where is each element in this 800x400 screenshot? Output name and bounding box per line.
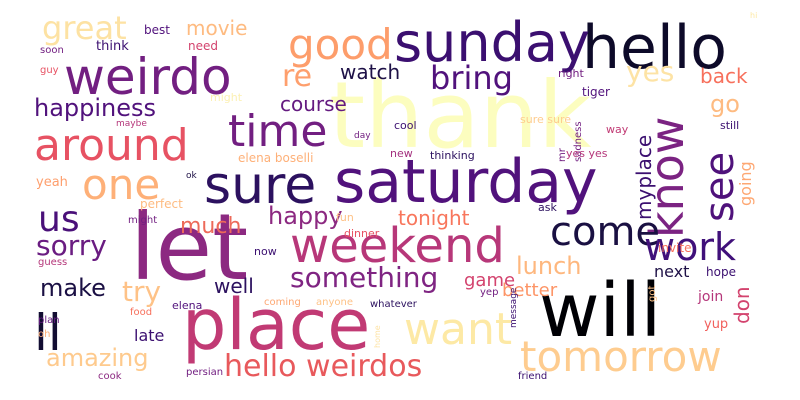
word-try: try xyxy=(122,275,162,308)
word-cool: cool xyxy=(394,119,417,132)
word-oh: oh xyxy=(38,329,51,340)
word-hi: hi xyxy=(750,11,758,20)
word-make: make xyxy=(40,274,106,302)
word-perfect: perfect xyxy=(140,197,183,211)
word-much: much xyxy=(180,214,242,239)
word-food: food xyxy=(130,307,153,318)
word-cook: cook xyxy=(98,371,122,382)
word-sure-sure: sure sure xyxy=(520,113,571,126)
word-going: going xyxy=(736,161,755,206)
word-something: something xyxy=(290,261,439,294)
word-guy: guy xyxy=(40,65,59,76)
word-hello: hello xyxy=(582,13,727,83)
word-yes: yes xyxy=(626,55,675,88)
word-guess: guess xyxy=(38,257,68,268)
word-tomorrow: tomorrow xyxy=(520,332,722,381)
word-tiger: tiger xyxy=(582,85,610,99)
word-cloud-canvas: thank let will place saturday hello sund… xyxy=(34,6,766,389)
word-saturday: saturday xyxy=(334,147,598,217)
word-elena-boselli: elena boselli xyxy=(238,151,314,165)
word-yes-yes: yes yes xyxy=(566,147,608,160)
word-thinking: thinking xyxy=(430,149,475,162)
word-well: well xyxy=(214,274,254,298)
word-now: now xyxy=(254,245,277,258)
word-coming: coming xyxy=(264,297,301,308)
word-happy: happy xyxy=(268,202,343,230)
word-place: place xyxy=(182,284,371,366)
word-bring: bring xyxy=(430,59,513,97)
word-ok: ok xyxy=(186,171,197,181)
word-yeah: yeah xyxy=(36,175,68,190)
word-us: us xyxy=(38,199,80,240)
word-might-2: might xyxy=(128,215,158,226)
word-soon: soon xyxy=(40,45,64,56)
word-next: next xyxy=(654,262,690,281)
word-don: don xyxy=(730,286,754,324)
word-message: message xyxy=(509,287,519,328)
word-whatever: whatever xyxy=(370,299,417,310)
word-yup: yup xyxy=(704,317,729,332)
word-myplace: myplace xyxy=(632,134,656,220)
word-better: better xyxy=(502,280,558,301)
word-anyone: anyone xyxy=(316,297,353,308)
word-tonight: tonight xyxy=(398,206,470,230)
word-hope: hope xyxy=(706,265,736,279)
word-around: around xyxy=(34,120,189,171)
word-home: home xyxy=(373,325,382,348)
word-day: day xyxy=(354,131,371,141)
word-friend: friend xyxy=(518,371,548,382)
word-sorry: sorry xyxy=(36,229,107,262)
word-course: course xyxy=(280,92,347,116)
word-plan: plan xyxy=(38,315,60,326)
word-lunch: lunch xyxy=(516,252,582,280)
word-need: need xyxy=(188,39,218,53)
word-want: want xyxy=(404,304,513,355)
word-right: right xyxy=(558,67,584,80)
word-persian: persian xyxy=(186,367,224,378)
word-re: re xyxy=(282,59,313,94)
word-will: will xyxy=(539,268,662,354)
word-work: work xyxy=(644,225,736,269)
word-great: great xyxy=(42,9,127,47)
word-movie: movie xyxy=(186,16,248,40)
word-hello-weirdos: hello weirdos xyxy=(224,349,423,384)
word-one: one xyxy=(82,160,161,209)
word-got: got xyxy=(647,285,658,302)
word-sure: sure xyxy=(204,156,317,216)
word-new: new xyxy=(390,147,413,160)
word-game: game xyxy=(464,270,516,291)
word-invite: invite xyxy=(658,241,692,255)
word-late: late xyxy=(134,326,165,345)
word-elena: elena xyxy=(172,299,203,312)
word-weirdo: weirdo xyxy=(64,48,232,106)
word-let: let xyxy=(130,194,249,301)
word-ll: ll xyxy=(34,304,62,362)
word-see: see xyxy=(697,151,743,222)
word-back: back xyxy=(700,64,748,88)
word-fun: fun xyxy=(336,211,354,224)
word-good: good xyxy=(288,20,393,69)
word-amazing: amazing xyxy=(46,344,149,372)
word-maybe: maybe xyxy=(116,119,147,129)
word-join: join xyxy=(698,289,724,305)
word-ask: ask xyxy=(538,201,557,214)
word-thank: thank xyxy=(329,62,592,169)
word-happiness: happiness xyxy=(34,94,157,122)
word-come: come xyxy=(550,209,661,255)
word-watch: watch xyxy=(340,60,401,84)
word-time: time xyxy=(228,106,328,157)
word-best: best xyxy=(144,23,170,37)
word-might: might xyxy=(210,91,243,104)
word-go: go xyxy=(710,90,740,118)
word-way: way xyxy=(606,123,629,136)
word-dinner: dinner xyxy=(344,227,380,240)
word-think: think xyxy=(96,39,129,54)
word-still: still xyxy=(720,119,740,132)
word-yep: yep xyxy=(480,287,499,298)
word-weekend: weekend xyxy=(290,218,505,274)
word-sunday: sunday xyxy=(394,11,590,74)
